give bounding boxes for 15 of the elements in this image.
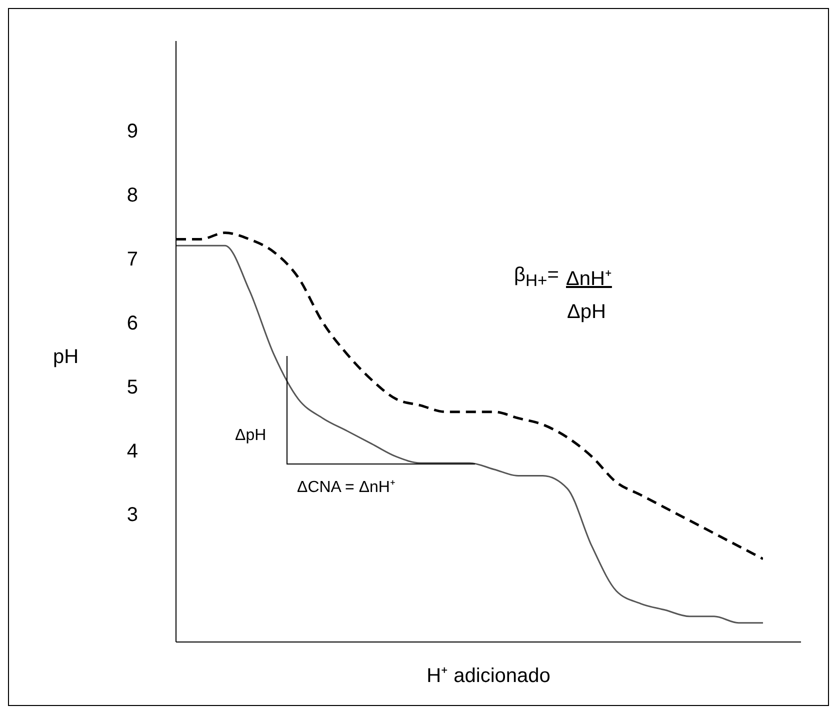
y-tick-label: 4 xyxy=(126,440,138,462)
annotation: β$_{H+}$= xyxy=(514,264,559,291)
y-tick-label: 9 xyxy=(126,120,138,143)
y-tick-label: 3 xyxy=(126,504,138,526)
annotation: ΔCNA = ΔnH⁺ xyxy=(297,478,395,497)
line-series xyxy=(176,244,763,624)
y-axis-title: pH xyxy=(53,346,79,369)
y-tick-label: 5 xyxy=(126,376,138,398)
y-tick-label: 8 xyxy=(126,184,138,207)
y-tick-label: 7 xyxy=(126,248,138,270)
annotation: ΔpH xyxy=(235,427,266,445)
x-axis-title: H⁺ adicionado xyxy=(426,664,552,688)
annotation: ΔpH xyxy=(567,301,606,324)
annotation: ΔnH⁺ xyxy=(566,267,612,291)
y-tick-label: 6 xyxy=(126,312,138,334)
